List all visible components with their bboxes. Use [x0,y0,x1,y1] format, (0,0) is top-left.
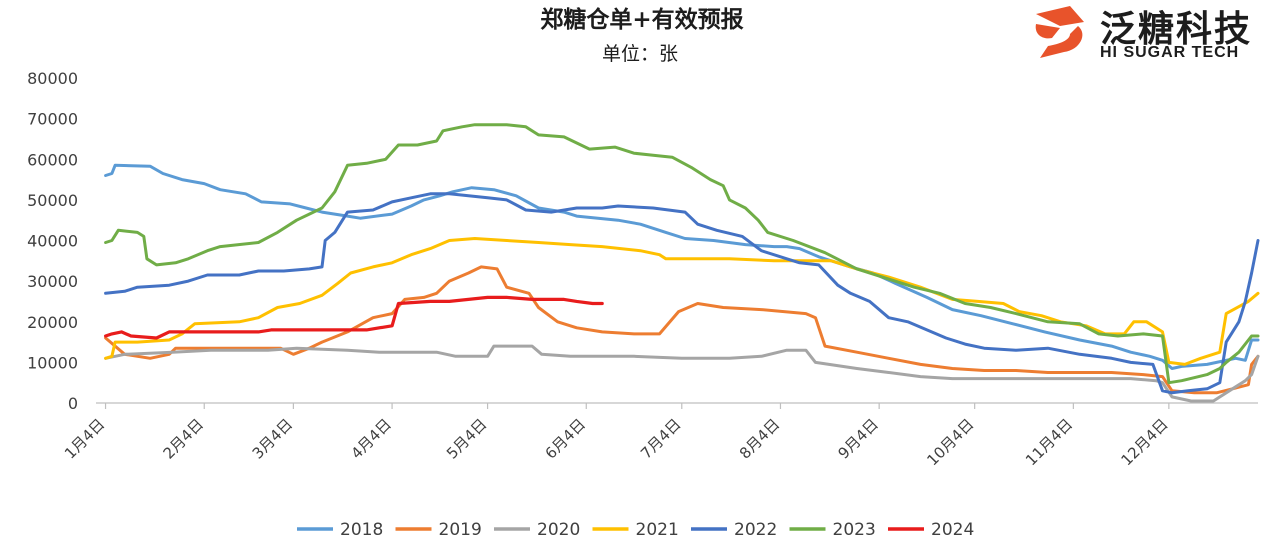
x-axis: 1月4日 2月4日 3月4日 4月4日 5月4日 6月4日 7月4日 8月4日 9月4日 10月4… [61,402,1258,469]
series-line-2018 [104,163,1260,370]
legend-item-2022: 2022 [691,520,777,540]
legend-label: 2018 [340,520,383,540]
logo-name-en: HI SUGAR TECH [1100,44,1240,61]
legend-item-2023: 2023 [789,520,876,540]
series-line-2022 [104,192,1260,395]
x-tick-label: 11月4日 [1022,415,1076,469]
series-lines [104,123,1260,403]
y-tick-label: 40000 [27,232,78,251]
hi-sugar-logo-icon [1035,6,1084,58]
y-tick-label: 30000 [27,272,78,291]
y-axis: 0 10000 20000 30000 40000 50000 60000 70000 8000… [27,69,78,413]
x-tick-label: 6月4日 [542,415,589,462]
x-tick-label: 10月4日 [923,415,977,469]
legend-item-2021: 2021 [592,520,679,540]
legend-item-2020: 2020 [494,520,580,540]
series-line-2023 [104,123,1260,385]
x-tick-label: 8月4日 [736,415,783,462]
x-tick-label: 3月4日 [249,415,296,462]
chart-title: 郑糖仓单+有效预报 [540,6,743,33]
y-tick-label: 80000 [27,69,78,88]
legend-label: 2019 [439,520,482,540]
legend-label: 2021 [636,520,679,540]
x-tick-label: 9月4日 [835,415,882,462]
legend-item-2024: 2024 [888,520,974,540]
legend-label: 2022 [734,520,777,540]
legend-label: 2024 [931,520,974,540]
legend-item-2018: 2018 [297,520,383,540]
y-tick-label: 60000 [27,150,78,169]
chart-subtitle: 单位：张 [602,43,678,65]
legend-label: 2020 [537,520,580,540]
y-tick-label: 10000 [27,353,78,372]
legend-label: 2023 [833,520,876,540]
y-tick-label: 20000 [27,313,78,332]
x-tick-label: 4月4日 [347,415,394,462]
x-tick-label: 7月4日 [637,415,684,462]
y-tick-label: 70000 [27,110,78,129]
x-tick-label: 5月4日 [443,415,490,462]
logo-name-cn: 泛糖科技 [1100,9,1253,50]
y-tick-label: 0 [68,394,78,413]
hi-sugar-logo: 泛糖科技 HI SUGAR TECH [1030,2,1275,64]
x-tick-label: 1月4日 [61,415,108,462]
series-line-2021 [104,237,1260,366]
legend: 2018 2019 2020 2021 2022 2023 2024 [297,520,974,540]
x-tick-label: 12月4日 [1117,415,1171,469]
series-line-2019 [104,265,1260,395]
series-line-2020 [104,344,1260,403]
y-tick-label: 50000 [27,191,78,210]
series-line-2024 [104,295,604,340]
legend-item-2019: 2019 [395,520,482,540]
x-tick-label: 2月4日 [160,415,207,462]
